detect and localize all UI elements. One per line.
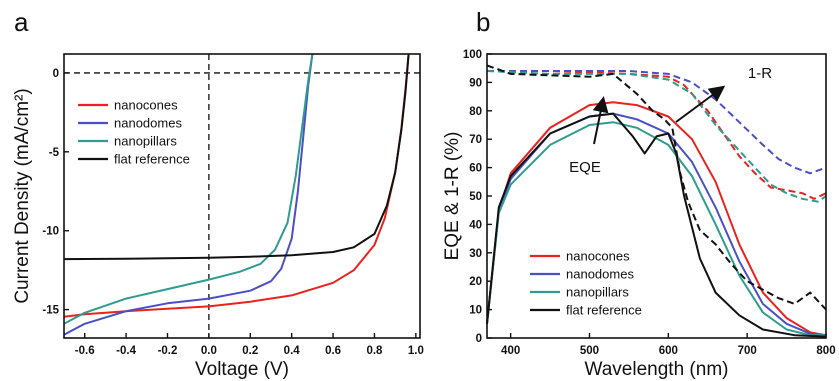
x-tick-label: -0.2 bbox=[158, 345, 178, 357]
y-tick-label: -5 bbox=[49, 147, 60, 159]
y-tick-label: 40 bbox=[469, 219, 482, 231]
x-tick-label: 800 bbox=[816, 345, 835, 357]
y-tick-label: 100 bbox=[463, 49, 482, 61]
y-tick-label: 90 bbox=[469, 77, 482, 89]
series-line-nanocones-1r bbox=[487, 70, 827, 200]
legend-label: nanodomes bbox=[566, 267, 634, 282]
series-line-nanocones-eqe bbox=[486, 101, 827, 337]
y-tick-label: 0 bbox=[53, 68, 59, 80]
series-line-flat-reference-1r bbox=[486, 64, 827, 311]
panel-b-letter: b bbox=[476, 7, 490, 37]
x-tick-label: -0.6 bbox=[75, 345, 95, 357]
one-minus-r-annotation: 1-R bbox=[748, 65, 772, 82]
legend-label: nanopillars bbox=[566, 285, 629, 300]
axes-frame bbox=[486, 53, 827, 339]
legend-label: nanopillars bbox=[114, 134, 177, 149]
x-tick-label: 400 bbox=[501, 345, 520, 357]
series-line-nanopillars-1r bbox=[486, 70, 827, 203]
x-tick-label: 1.0 bbox=[408, 345, 424, 357]
y-tick-label: -15 bbox=[42, 305, 59, 317]
legend-label: flat reference bbox=[566, 303, 642, 318]
y-tick-label: 50 bbox=[469, 191, 482, 203]
axes-frame bbox=[63, 53, 421, 339]
y-axis-title: EQE & 1-R (%) bbox=[442, 132, 463, 261]
legend-label: nanodomes bbox=[114, 116, 182, 131]
series-line-nanocones bbox=[63, 53, 410, 318]
x-axis-title: Wavelength (nm) bbox=[585, 359, 729, 380]
panel-b-chart: 400 500 600 700 800 0 10 20 30 40 50 60 70 80 90 100 Wav… bbox=[442, 49, 836, 380]
x-tick-label: 0.4 bbox=[284, 345, 301, 357]
eqe-annotation: EQE bbox=[569, 159, 601, 176]
legend-label: flat reference bbox=[114, 152, 190, 167]
y-tick-label: 70 bbox=[469, 134, 482, 146]
x-tick-label: 500 bbox=[580, 345, 599, 357]
x-tick-label: 0.2 bbox=[242, 345, 258, 357]
series-line-nanopillars bbox=[63, 53, 314, 325]
one-minus-r-arrow bbox=[675, 85, 726, 123]
y-tick-label: -10 bbox=[42, 226, 59, 238]
x-tick-label: 700 bbox=[738, 345, 757, 357]
series-line-flat-reference bbox=[63, 53, 410, 261]
y-axis-title: Current Density (mA/cm²) bbox=[12, 88, 33, 303]
y-tick-label: 30 bbox=[469, 248, 482, 260]
x-tick-label: 600 bbox=[659, 345, 678, 357]
x-tick-label: -0.4 bbox=[116, 345, 136, 357]
y-tick-label: 0 bbox=[476, 333, 482, 345]
series-line-nanodomes bbox=[63, 53, 314, 336]
y-tick-label: 20 bbox=[469, 276, 482, 288]
eqe-arrow bbox=[592, 96, 609, 145]
panel-a-chart: -0.6 -0.4 -0.2 0.0 0.2 0.4 0.6 0.8 1.0 0 -5 -10 -15 V… bbox=[12, 53, 424, 380]
legend-label: nanocones bbox=[566, 249, 630, 264]
y-tick-label: 10 bbox=[469, 305, 482, 317]
x-axis-title: Voltage (V) bbox=[195, 359, 289, 380]
y-tick-label: 60 bbox=[469, 163, 482, 175]
series-line-nanodomes-1r bbox=[487, 70, 827, 175]
series-line-nanopillars-eqe bbox=[486, 121, 826, 337]
panel-a-letter: a bbox=[14, 7, 29, 37]
y-tick-label: 80 bbox=[469, 106, 482, 118]
x-tick-label: 0.6 bbox=[325, 345, 341, 357]
series-line-flat-reference-eqe bbox=[486, 112, 827, 338]
x-tick-label: 0.8 bbox=[366, 345, 383, 357]
legend-label: nanocones bbox=[114, 98, 178, 113]
x-tick-label: 0.0 bbox=[201, 345, 217, 357]
